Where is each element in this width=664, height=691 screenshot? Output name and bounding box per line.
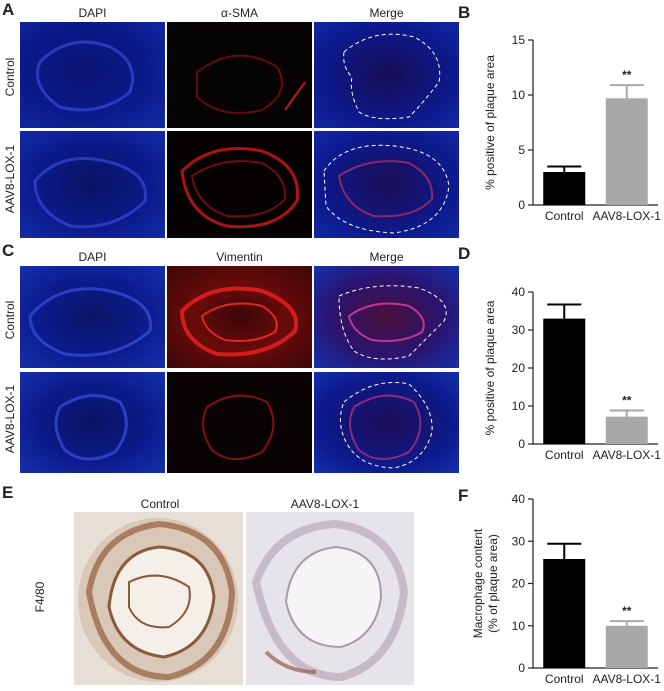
x-category-label: Control (545, 672, 584, 686)
row-label-aav8-c: AAV8-LOX-1 (3, 384, 17, 454)
micrograph-vimentin-aav8-c (167, 372, 312, 473)
row-label-control-a: Control (3, 57, 17, 97)
bar-chart-b: B 0 5 10 15 % positive of plaque area Control *… (458, 3, 662, 223)
micrograph-merge-aav8-c (314, 372, 459, 473)
col-label-control-e: Control (140, 497, 180, 511)
bar-chart-f: F 0 10 20 30 40 Macrophage content (% of plaque… (458, 486, 662, 686)
row-label-aav8-a: AAV8-LOX-1 (3, 144, 17, 214)
bar-control (543, 558, 586, 668)
panel-letter: F (458, 486, 468, 505)
row-label-control-c: Control (3, 300, 17, 340)
micrograph-asma-control-a (167, 22, 312, 128)
y-tick-label: 10 (512, 88, 526, 102)
y-tick-label: 0 (518, 198, 525, 212)
y-tick-label: 0 (518, 661, 525, 675)
micrograph-merge-aav8-a (314, 131, 459, 238)
y-tick-label: 10 (512, 619, 526, 633)
panel-letter: D (458, 244, 470, 263)
panel-letter-a: A (2, 0, 15, 19)
micrograph-vimentin-control-c (167, 266, 312, 368)
col-label-asma: α-SMA (221, 6, 258, 20)
micrograph-dapi-control-a (20, 22, 165, 128)
micrograph-merge-control-a (314, 22, 459, 128)
significance-label: ** (622, 394, 632, 408)
micrograph-asma-aav8-a (167, 131, 312, 238)
y-axis-label: % positive of plaque area (483, 55, 497, 190)
y-tick-label: 30 (512, 534, 526, 548)
y-tick-label: 15 (512, 33, 526, 47)
y-tick-label: 20 (512, 577, 526, 591)
bar-aav8-lox-1 (605, 416, 648, 444)
x-category-label: AAV8-LOX-1 (593, 672, 662, 686)
y-axis-label: % positive of plaque area (483, 300, 497, 435)
y-tick-label: 0 (518, 437, 525, 451)
micrograph-ihc-control (74, 512, 243, 685)
x-category-label: Control (545, 209, 584, 223)
y-tick-label: 5 (518, 143, 525, 157)
y-tick-label: 30 (512, 323, 526, 337)
y-axis-label: (% of plaque area) (486, 534, 500, 633)
bar-aav8-lox-1 (605, 98, 648, 205)
y-tick-label: 40 (512, 285, 526, 299)
col-label-merge-a: Merge (369, 6, 404, 20)
x-category-label: AAV8-LOX-1 (593, 209, 662, 223)
micrograph-dapi-aav8-c (20, 372, 165, 473)
y-tick-label: 40 (512, 492, 526, 506)
bar-chart-d: D 0 10 20 30 40 % positive of plaque area Contr… (458, 244, 662, 462)
col-label-dapi-a: DAPI (78, 6, 107, 20)
y-tick-label: 10 (512, 399, 526, 413)
row-label-f480: F4/80 (33, 581, 47, 613)
panel-letter-c: C (2, 241, 15, 260)
significance-label: ** (622, 68, 632, 82)
micrograph-dapi-aav8-a (20, 131, 165, 238)
bar-control (543, 318, 586, 444)
panel-letter: B (458, 3, 470, 22)
col-label-vimentin: Vimentin (216, 250, 263, 264)
col-label-aav8-e: AAV8-LOX-1 (290, 497, 360, 511)
micrograph-merge-control-c (314, 266, 459, 368)
micrograph-dapi-control-c (20, 266, 165, 368)
y-tick-label: 20 (512, 361, 526, 375)
col-label-merge-c: Merge (369, 250, 404, 264)
significance-label: ** (622, 604, 632, 618)
x-category-label: Control (545, 448, 584, 462)
y-axis-label: Macrophage content (471, 528, 485, 638)
panel-letter-e: E (2, 483, 14, 502)
col-label-dapi-c: DAPI (78, 250, 107, 264)
micrograph-ihc-aav8 (246, 512, 414, 685)
bar-aav8-lox-1 (605, 625, 648, 668)
bar-control (543, 172, 586, 205)
x-category-label: AAV8-LOX-1 (593, 448, 662, 462)
